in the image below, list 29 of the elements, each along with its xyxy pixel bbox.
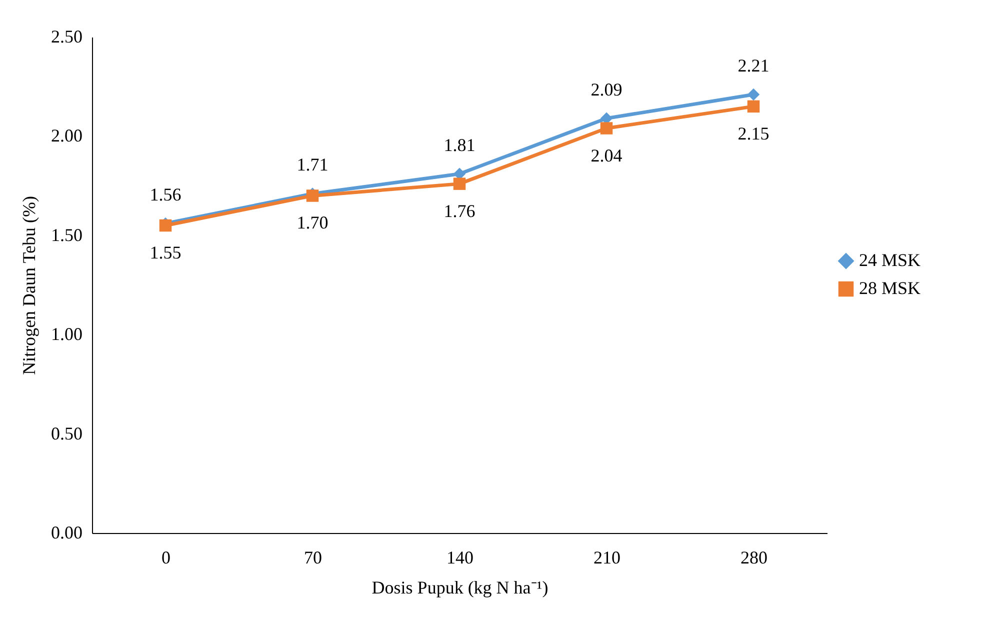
x-axis-title: Dosis Pupuk (kg N ha⁻¹) <box>372 578 548 598</box>
y-tick-label: 1.50 <box>51 224 82 245</box>
legend-label: 28 MSK <box>859 278 921 298</box>
x-tick-label: 140 <box>446 548 474 568</box>
x-tick-label: 0 <box>162 548 170 568</box>
data-label: 2.09 <box>590 79 622 100</box>
data-label: 1.81 <box>444 134 476 155</box>
y-tick-label: 2.50 <box>51 26 82 46</box>
point <box>747 100 760 113</box>
data-label: 1.55 <box>150 242 182 262</box>
y-tick-label: 0.50 <box>51 423 82 444</box>
data-label: 2.04 <box>590 145 622 166</box>
y-tick-label: 2.00 <box>51 126 82 146</box>
point <box>747 88 760 101</box>
y-tick-label: 1.00 <box>51 324 82 344</box>
data-label: 1.70 <box>296 212 328 233</box>
point <box>453 178 466 190</box>
point <box>600 122 613 134</box>
data-label: 2.21 <box>738 56 770 76</box>
data-label: 1.71 <box>296 154 328 175</box>
x-tick-label: 70 <box>304 548 322 568</box>
x-tick-label: 210 <box>594 548 620 568</box>
data-label: 2.15 <box>738 123 770 144</box>
x-tick-label: 280 <box>740 548 768 568</box>
legend-label: 24 MSK <box>859 250 921 270</box>
data-label: 1.76 <box>444 200 476 221</box>
y-axis-title: Nitrogen Daun Tebu (%) <box>19 196 39 375</box>
y-tick-label: 0.00 <box>51 522 82 542</box>
data-label: 1.56 <box>150 184 182 204</box>
